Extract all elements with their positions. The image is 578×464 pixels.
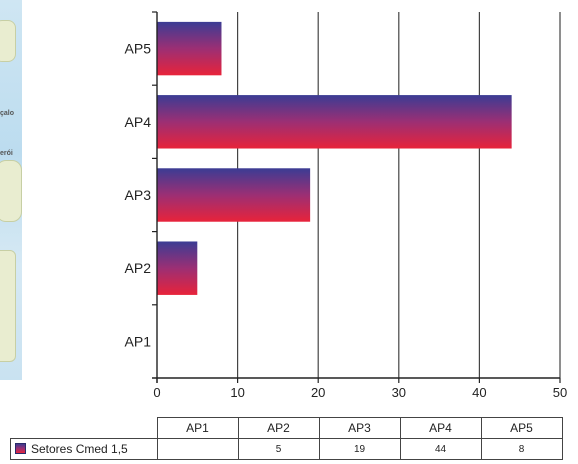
- x-tick-label: 30: [392, 385, 406, 400]
- category-label: AP4: [125, 114, 152, 130]
- legend-swatch: [15, 443, 26, 454]
- category-label: AP2: [125, 260, 152, 276]
- category-labels: AP1 AP2 AP3 AP4 AP5: [125, 41, 152, 350]
- table-header: AP3: [318, 417, 401, 439]
- bar-ap5: [157, 21, 222, 76]
- x-tick-label: 10: [230, 385, 244, 400]
- x-tick-labels: 0 10 20 30 40 50: [153, 385, 567, 400]
- bars: [157, 21, 512, 295]
- x-tick-label: 40: [472, 385, 486, 400]
- category-label: AP1: [125, 333, 152, 349]
- map-label: erói: [0, 150, 13, 157]
- series-name: Setores Cmed 1,5: [31, 442, 128, 456]
- bar-ap4: [157, 95, 512, 149]
- table-row: Setores Cmed 1,5 5 19 44 8: [10, 438, 563, 460]
- map-fragment: çalo erói: [0, 0, 22, 380]
- bar-chart: AP1 AP2 AP3 AP4 AP5 0 10 20 30 40 50: [125, 11, 567, 400]
- x-tick-label: 20: [311, 385, 325, 400]
- table-header: AP4: [399, 417, 482, 439]
- bar-ap3: [157, 168, 311, 222]
- table-header: AP1: [156, 417, 239, 439]
- map-label: çalo: [0, 110, 15, 117]
- category-label: AP3: [125, 187, 152, 203]
- table-header: AP5: [480, 417, 563, 439]
- table-cell: 44: [399, 438, 482, 460]
- data-table: AP1 AP2 AP3 AP4 AP5 Setores Cmed 1,5 5 1…: [10, 417, 563, 460]
- series-label-cell: Setores Cmed 1,5: [10, 438, 158, 460]
- x-tick-label: 50: [553, 385, 567, 400]
- table-cell: 19: [318, 438, 401, 460]
- x-tick-label: 0: [153, 385, 160, 400]
- table-cell: 8: [480, 438, 563, 460]
- gridlines: [237, 12, 561, 378]
- table-header: AP2: [237, 417, 320, 439]
- table-corner: [11, 418, 158, 439]
- category-label: AP5: [125, 41, 152, 57]
- table-cell: [156, 438, 239, 460]
- bar-ap2: [157, 241, 198, 295]
- axes: [152, 11, 561, 383]
- table-header-row: AP1 AP2 AP3 AP4 AP5: [11, 417, 563, 439]
- table-cell: 5: [237, 438, 320, 460]
